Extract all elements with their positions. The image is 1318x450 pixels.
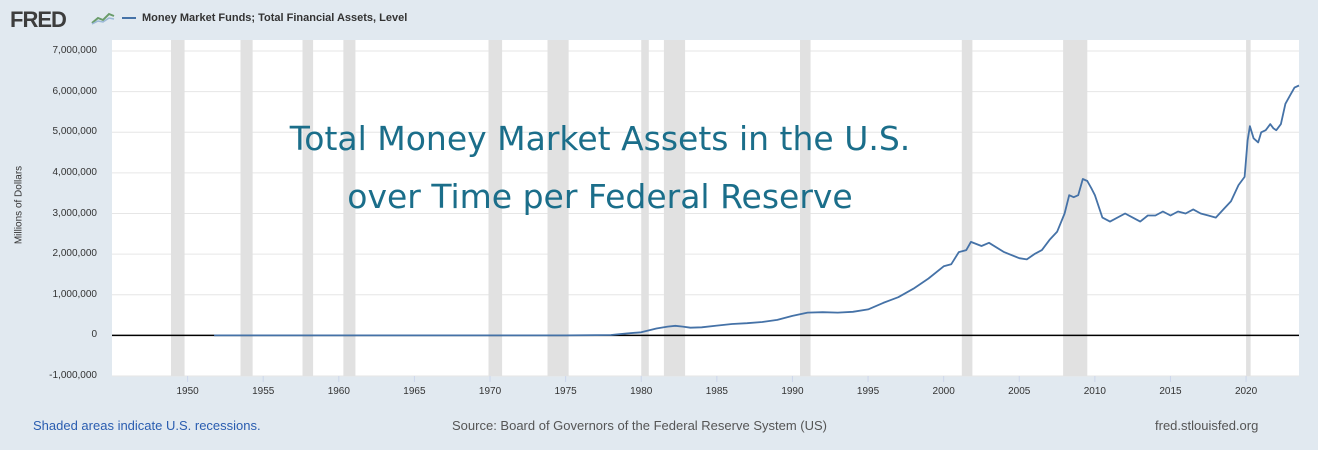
chart-annotation: Total Money Market Assets in the U.S. ov… [220, 110, 980, 226]
x-tick-label: 2010 [1083, 386, 1106, 397]
y-tick-label: 1,000,000 [52, 288, 98, 300]
y-tick-label: 6,000,000 [52, 85, 98, 97]
recession-band [170, 40, 185, 376]
recession-band [1063, 40, 1088, 376]
recession-band [488, 40, 503, 376]
y-tick-label: 7,000,000 [52, 45, 98, 56]
y-tick-label: 4,000,000 [52, 166, 98, 178]
legend-swatch [122, 17, 136, 20]
x-tick-label: 2020 [1234, 386, 1258, 397]
recession-band [1246, 40, 1251, 376]
y-tick-label: -1,000,000 [49, 370, 97, 381]
x-tick-label: 2000 [932, 386, 955, 397]
chart-legend: Money Market Funds; Total Financial Asse… [122, 12, 407, 24]
x-tick-label: 2015 [1159, 386, 1182, 397]
recession-band [663, 40, 686, 376]
x-tick-label: 1950 [176, 386, 199, 397]
recession-band [240, 40, 253, 376]
recession-band [800, 40, 811, 376]
recession-band [547, 40, 569, 376]
x-tick-label: 1975 [554, 386, 577, 397]
logo-chart-icon [90, 10, 116, 26]
x-tick-label: 1980 [630, 386, 653, 397]
x-tick-label: 1965 [403, 386, 426, 397]
annotation-line-2: over Time per Federal Reserve [347, 177, 853, 216]
y-tick-label: 5,000,000 [52, 126, 98, 138]
x-tick-label: 1990 [781, 386, 804, 397]
legend-label: Money Market Funds; Total Financial Asse… [142, 12, 408, 24]
y-axis-label: Millions of Dollars [13, 165, 25, 245]
chart-header: FRED Money Market Funds; Total Financial… [0, 0, 1318, 40]
x-tick-label: 1970 [478, 386, 502, 397]
recession-band [641, 40, 649, 376]
x-tick-label: 1960 [327, 386, 350, 397]
x-tick-label: 1955 [252, 386, 275, 397]
recession-band [302, 40, 314, 376]
source-note: Source: Board of Governors of the Federa… [452, 418, 827, 433]
x-tick-label: 1985 [705, 386, 728, 397]
series-line [214, 84, 1300, 337]
y-tick-label: 2,000,000 [52, 248, 98, 260]
annotation-line-1: Total Money Market Assets in the U.S. [289, 119, 911, 158]
x-tick-label: 2005 [1008, 386, 1031, 397]
fred-logo[interactable]: FRED [10, 7, 67, 32]
y-tick-label: 0 [91, 329, 97, 341]
y-tick-label: 3,000,000 [52, 207, 98, 219]
recession-note[interactable]: Shaded areas indicate U.S. recessions. [33, 418, 261, 433]
site-link[interactable]: fred.stlouisfed.org [1155, 418, 1259, 433]
recession-band [961, 40, 973, 376]
x-tick-label: 1995 [856, 386, 880, 397]
recession-band [343, 40, 356, 376]
